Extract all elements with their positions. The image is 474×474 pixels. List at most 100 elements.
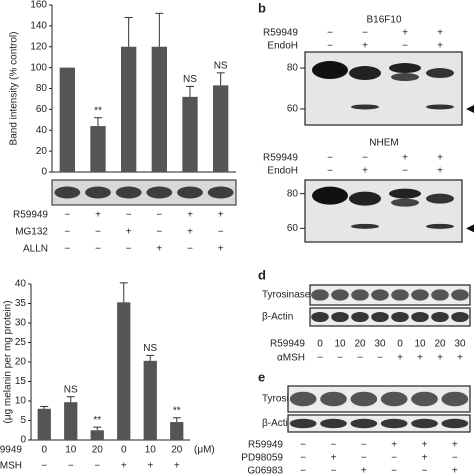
condition-name: R59949 <box>248 440 283 451</box>
blot-band <box>380 391 408 407</box>
y-tick-label: 5 <box>20 415 26 426</box>
blot-band <box>426 68 454 79</box>
y-tick-label: 100 <box>30 62 47 73</box>
condition-sign: − <box>41 461 47 472</box>
blot-band <box>441 418 469 429</box>
condition-sign: − <box>64 227 70 238</box>
blot-band <box>389 188 421 199</box>
condition-sign: + <box>452 466 458 474</box>
condition-sign: − <box>362 153 368 164</box>
condition-sign: − <box>218 227 224 238</box>
condition-sign: − <box>126 244 132 255</box>
condition-sign: − <box>362 28 368 39</box>
x-tick-label: 20 <box>171 445 183 456</box>
condition-sign: − <box>361 440 367 451</box>
annotation: NS <box>183 74 197 85</box>
panel-label: b <box>258 0 266 15</box>
y-tick-label: 20 <box>36 146 48 157</box>
condition-sign: − <box>327 153 333 164</box>
blot-band <box>371 289 389 301</box>
blot-band <box>311 289 329 301</box>
condition-sign: + <box>437 153 443 164</box>
marker-label: 80 <box>287 188 299 199</box>
blot <box>309 284 471 306</box>
annotation: NS <box>143 343 157 354</box>
condition-sign: − <box>94 461 100 472</box>
blot-band <box>426 104 454 110</box>
condition-sign: + <box>457 353 463 364</box>
blot-band <box>411 418 438 429</box>
blot-band <box>411 289 429 301</box>
condition-sign: + <box>362 41 368 52</box>
x-tick-label: 10 <box>65 445 77 456</box>
bar <box>117 302 131 440</box>
x-tick-label: 20 <box>92 445 104 456</box>
blot-band <box>350 391 378 407</box>
condition-sign: + <box>437 28 443 39</box>
condition-sign: + <box>402 28 408 39</box>
category-row-name: 9949 <box>0 445 22 456</box>
condition-sign: + <box>147 461 153 472</box>
blot-band <box>371 311 389 323</box>
condition-sign: − <box>300 466 306 474</box>
blot-band <box>54 186 81 199</box>
condition-sign: + <box>331 453 337 464</box>
y-tick-label: 10 <box>15 396 27 407</box>
condition-sign: − <box>327 28 333 39</box>
condition-sign: + <box>397 353 403 364</box>
blot-band <box>431 311 449 323</box>
y-tick-label: 0 <box>20 435 26 446</box>
condition-sign: 10 <box>414 339 426 350</box>
condition-sign: 0 <box>317 339 323 350</box>
blot-band <box>312 61 348 80</box>
blot <box>287 385 471 413</box>
annotation: NS <box>64 384 78 395</box>
condition-sign: + <box>452 440 458 451</box>
condition-sign: − <box>64 244 70 255</box>
blot-band <box>350 418 378 429</box>
blot-band <box>146 186 173 199</box>
condition-sign: − <box>402 166 408 177</box>
blot-band <box>380 418 408 429</box>
blot-title: NHEM <box>369 138 398 149</box>
condition-sign: − <box>357 353 363 364</box>
blot-band <box>349 66 381 81</box>
condition-sign: + <box>437 353 443 364</box>
arrowhead <box>466 104 474 113</box>
blot-band <box>391 289 409 301</box>
condition-sign: − <box>95 244 101 255</box>
bar <box>213 85 229 172</box>
blot-band <box>351 104 379 110</box>
bar <box>37 408 51 440</box>
blot-band <box>331 289 349 301</box>
blot-row-label: β-Actin <box>262 312 293 323</box>
y-tick-label: 60 <box>36 104 48 115</box>
y-tick-label: 80 <box>36 83 48 94</box>
condition-sign: − <box>452 453 458 464</box>
condition-sign: − <box>300 440 306 451</box>
annotation: ** <box>94 105 102 116</box>
blot-band <box>320 391 347 407</box>
y-tick-label: 160 <box>30 0 47 11</box>
panel-label: d <box>258 267 266 282</box>
x-tick-label: 0 <box>41 445 47 456</box>
condition-sign: + <box>422 453 428 464</box>
condition-name: MG132 <box>15 227 48 238</box>
condition-sign: + <box>402 153 408 164</box>
condition-name: EndoH <box>267 41 298 52</box>
condition-name: G06983 <box>247 466 283 474</box>
blot-band <box>320 418 347 429</box>
blot-band <box>391 73 419 82</box>
y-tick-label: 120 <box>30 41 47 52</box>
y-tick-label: 25 <box>15 337 27 348</box>
condition-name: R59949 <box>263 28 298 39</box>
annotation: NS <box>214 60 228 71</box>
condition-sign: − <box>402 41 408 52</box>
marker-label: 60 <box>287 223 299 234</box>
condition-sign: − <box>377 353 383 364</box>
blot-band <box>426 223 454 229</box>
blot-band <box>411 391 438 407</box>
condition-name: MSH <box>0 461 22 472</box>
condition-sign: − <box>68 461 74 472</box>
y-tick-label: 0 <box>41 167 47 178</box>
